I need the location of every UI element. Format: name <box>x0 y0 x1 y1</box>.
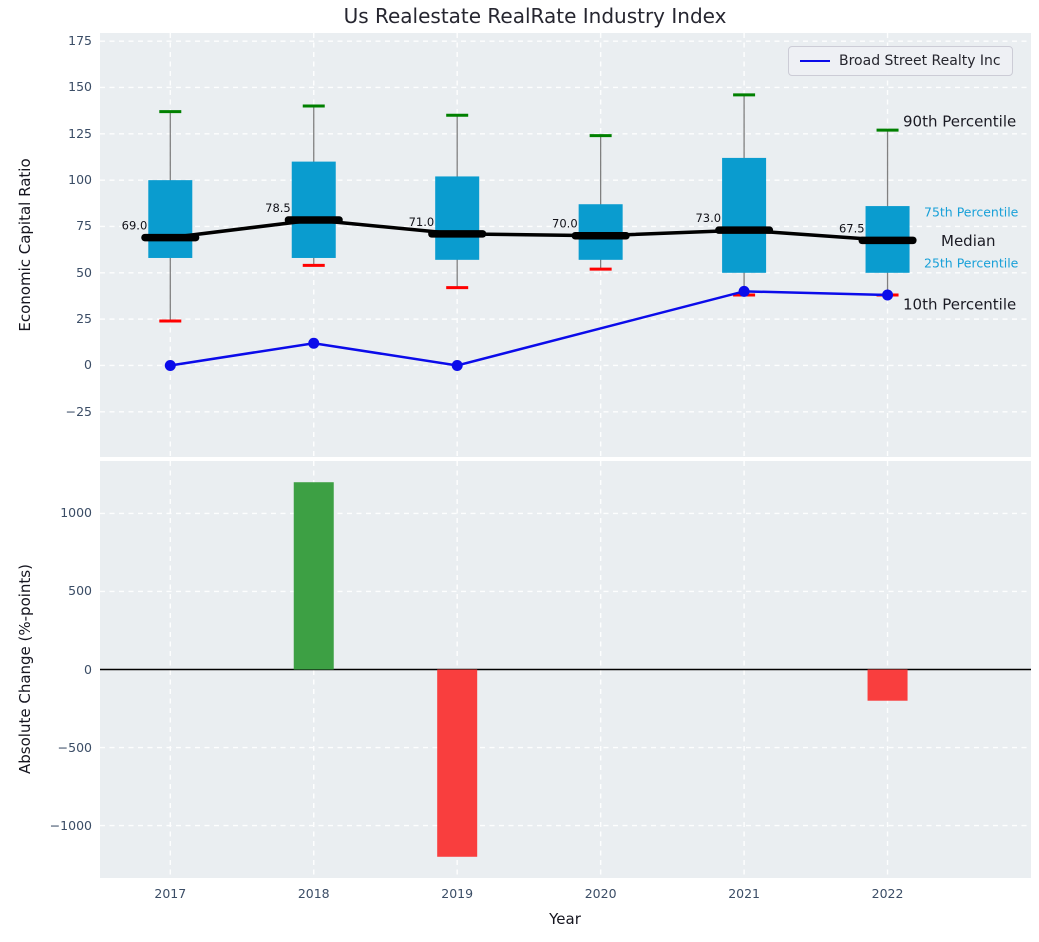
median-marker <box>858 236 917 245</box>
x-tick-label: 2022 <box>871 886 904 901</box>
x-tick-label: 2018 <box>297 886 330 901</box>
median-marker <box>428 230 487 238</box>
x-tick-label: 2021 <box>728 886 760 901</box>
legend-line-swatch <box>800 60 830 62</box>
x-tick-label: 2017 <box>154 886 187 901</box>
y-tick-label: 75 <box>76 218 92 234</box>
y-tick-label: 0 <box>84 661 92 677</box>
iqr-box <box>148 180 193 258</box>
company-point <box>164 359 176 371</box>
chart-title: Us Realestate RealRate Industry Index <box>343 4 727 28</box>
percentile-annotation: Median <box>941 232 996 250</box>
y-tick-label: −1000 <box>49 817 92 833</box>
change-bar <box>437 669 478 857</box>
legend[interactable]: Broad Street Realty Inc <box>788 46 1013 76</box>
iqr-box <box>722 157 767 273</box>
y-tick-label: −25 <box>65 403 92 419</box>
median-value-label: 67.5 <box>839 221 865 235</box>
y-tick-label: 25 <box>76 311 92 327</box>
y-tick-label: 0 <box>84 357 92 373</box>
median-marker <box>141 233 200 242</box>
company-line <box>170 290 888 367</box>
median-line <box>170 218 888 243</box>
change-bar <box>293 482 334 670</box>
iqr-box <box>291 161 336 258</box>
median-marker <box>571 231 630 240</box>
legend-label: Broad Street Realty Inc <box>839 53 1001 69</box>
percentile-annotation: 75th Percentile <box>924 205 1019 220</box>
company-point <box>882 289 894 301</box>
change-bar <box>867 669 908 701</box>
y-tick-label: 125 <box>68 125 92 141</box>
x-tick-label: 2019 <box>441 886 474 901</box>
bottom-axes-change-chart <box>100 461 1031 878</box>
percentile-annotation: 25th Percentile <box>924 255 1019 270</box>
x-tick-label: 2020 <box>584 886 617 901</box>
top-axes-percentile-chart: 69.0 78.5 71.0 70.0 73.0 67.5 90th Percentile 7… <box>100 33 1031 457</box>
y-tick-label: 50 <box>76 264 92 280</box>
x-axis-label: Year <box>549 910 581 928</box>
median-marker <box>715 226 774 234</box>
y-tick-label: −500 <box>57 739 92 755</box>
median-value-label: 78.5 <box>265 201 291 215</box>
change-chart-canvas <box>100 461 1031 878</box>
percentile-chart-canvas: 69.0 78.5 71.0 70.0 73.0 67.5 90th Percentile 7… <box>100 33 1031 457</box>
y-tick-label: 1000 <box>60 505 92 521</box>
median-value-label: 71.0 <box>409 215 435 229</box>
percentile-annotation: 10th Percentile <box>903 295 1016 313</box>
median-value-label: 73.0 <box>695 211 721 225</box>
percentile-annotation: 90th Percentile <box>903 113 1016 131</box>
iqr-box <box>435 176 480 260</box>
median-value-label: 70.0 <box>552 217 578 231</box>
company-point <box>738 285 750 297</box>
company-point <box>451 359 463 371</box>
median-value-label: 69.0 <box>122 219 148 233</box>
y-tick-label: 500 <box>68 583 92 599</box>
y-tick-label: 150 <box>68 79 92 95</box>
median-marker <box>284 216 343 224</box>
y-tick-label: 100 <box>68 172 92 188</box>
company-point <box>308 337 320 349</box>
y-tick-label: 175 <box>68 33 92 49</box>
